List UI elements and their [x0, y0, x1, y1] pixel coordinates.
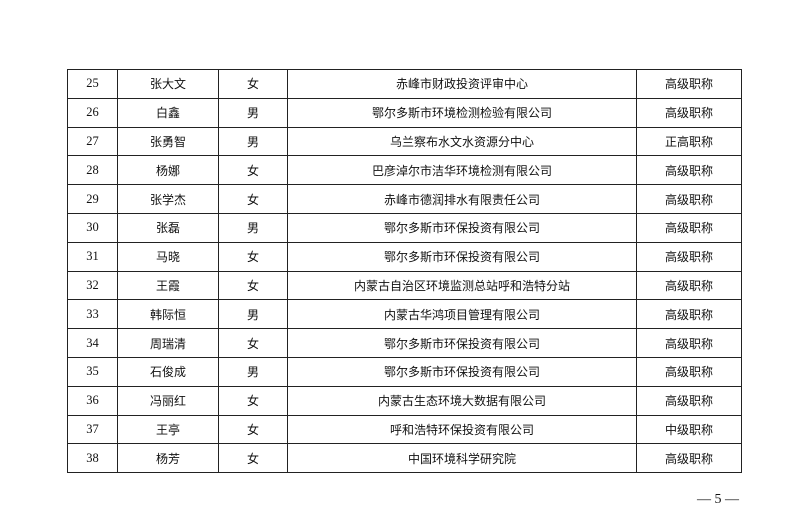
organization: 鄂尔多斯市环保投资有限公司	[287, 212, 637, 243]
person-name: 杨芳	[117, 443, 219, 474]
organization: 赤峰市德润排水有限责任公司	[287, 184, 637, 214]
row-number: 37	[67, 414, 118, 445]
person-name: 张磊	[117, 212, 219, 243]
gender: 女	[218, 443, 288, 474]
professional-title: 高级职称	[636, 356, 742, 387]
row-number: 35	[67, 356, 118, 387]
organization: 内蒙古自治区环境监测总站呼和浩特分站	[287, 270, 637, 301]
professional-title: 高级职称	[636, 97, 742, 128]
person-name: 冯丽红	[117, 385, 219, 416]
person-name: 周瑞清	[117, 328, 219, 358]
row-number: 28	[67, 155, 118, 186]
organization: 内蒙古生态环境大数据有限公司	[287, 385, 637, 416]
gender: 女	[218, 184, 288, 214]
person-name: 张大文	[117, 69, 219, 99]
organization: 赤峰市财政投资评审中心	[287, 69, 637, 99]
professional-title: 高级职称	[636, 184, 742, 214]
personnel-table: 25 张大文女赤峰市财政投资评审中心 高级职称 26 白鑫男鄂尔多斯市环境检测检验有限公…	[67, 69, 742, 474]
gender: 女	[218, 155, 288, 186]
table-row: 26 白鑫男鄂尔多斯市环境检测检验有限公司 高级职称	[67, 97, 742, 128]
professional-title: 高级职称	[636, 443, 742, 474]
row-number: 30	[67, 212, 118, 243]
row-number: 25	[67, 69, 118, 99]
table-row: 35 石俊成男鄂尔多斯市环保投资有限公司 高级职称	[67, 356, 742, 387]
table-row: 31 马晓女鄂尔多斯市环保投资有限公司 高级职称	[67, 241, 742, 272]
table-row: 36 冯丽红女内蒙古生态环境大数据有限公司 高级职称	[67, 385, 742, 416]
organization: 鄂尔多斯市环保投资有限公司	[287, 241, 637, 272]
gender: 女	[218, 414, 288, 445]
row-number: 29	[67, 184, 118, 214]
person-name: 石俊成	[117, 356, 219, 387]
professional-title: 正高职称	[636, 126, 742, 157]
person-name: 张勇智	[117, 126, 219, 157]
person-name: 张学杰	[117, 184, 219, 214]
professional-title: 高级职称	[636, 241, 742, 272]
organization: 鄂尔多斯市环保投资有限公司	[287, 328, 637, 358]
professional-title: 高级职称	[636, 155, 742, 186]
table-row: 30 张磊男鄂尔多斯市环保投资有限公司 高级职称	[67, 212, 742, 243]
person-name: 马晓	[117, 241, 219, 272]
gender: 男	[218, 356, 288, 387]
person-name: 韩际恒	[117, 299, 219, 330]
table-row: 34 周瑞清女鄂尔多斯市环保投资有限公司 高级职称	[67, 328, 742, 358]
gender: 女	[218, 270, 288, 301]
gender: 男	[218, 97, 288, 128]
organization: 鄂尔多斯市环保投资有限公司	[287, 356, 637, 387]
page-number: — 5 —	[697, 492, 739, 507]
professional-title: 中级职称	[636, 414, 742, 445]
organization: 中国环境科学研究院	[287, 443, 637, 474]
professional-title: 高级职称	[636, 299, 742, 330]
person-name: 王霞	[117, 270, 219, 301]
table-row: 27 张勇智男乌兰察布水文水资源分中心 正高职称	[67, 126, 742, 157]
organization: 鄂尔多斯市环境检测检验有限公司	[287, 97, 637, 128]
organization: 呼和浩特环保投资有限公司	[287, 414, 637, 445]
row-number: 36	[67, 385, 118, 416]
table-row: 37 王亭女呼和浩特环保投资有限公司 中级职称	[67, 414, 742, 445]
gender: 女	[218, 241, 288, 272]
row-number: 32	[67, 270, 118, 301]
gender: 男	[218, 299, 288, 330]
gender: 女	[218, 385, 288, 416]
table-row: 25 张大文女赤峰市财政投资评审中心 高级职称	[67, 69, 742, 99]
person-name: 王亭	[117, 414, 219, 445]
organization: 内蒙古华鸿项目管理有限公司	[287, 299, 637, 330]
row-number: 26	[67, 97, 118, 128]
professional-title: 高级职称	[636, 69, 742, 99]
gender: 女	[218, 328, 288, 358]
row-number: 38	[67, 443, 118, 474]
professional-title: 高级职称	[636, 328, 742, 358]
row-number: 33	[67, 299, 118, 330]
table-row: 32 王霞女内蒙古自治区环境监测总站呼和浩特分站 高级职称	[67, 270, 742, 301]
row-number: 27	[67, 126, 118, 157]
gender: 女	[218, 69, 288, 99]
table-row: 29 张学杰女赤峰市德润排水有限责任公司 高级职称	[67, 184, 742, 214]
professional-title: 高级职称	[636, 270, 742, 301]
row-number: 34	[67, 328, 118, 358]
table-row: 28 杨娜女巴彦淖尔市洁华环境检测有限公司 高级职称	[67, 155, 742, 186]
person-name: 白鑫	[117, 97, 219, 128]
table-row: 38 杨芳女中国环境科学研究院 高级职称	[67, 443, 742, 474]
professional-title: 高级职称	[636, 212, 742, 243]
table-row: 33 韩际恒男内蒙古华鸿项目管理有限公司 高级职称	[67, 299, 742, 330]
organization: 巴彦淖尔市洁华环境检测有限公司	[287, 155, 637, 186]
gender: 男	[218, 212, 288, 243]
row-number: 31	[67, 241, 118, 272]
professional-title: 高级职称	[636, 385, 742, 416]
organization: 乌兰察布水文水资源分中心	[287, 126, 637, 157]
gender: 男	[218, 126, 288, 157]
person-name: 杨娜	[117, 155, 219, 186]
